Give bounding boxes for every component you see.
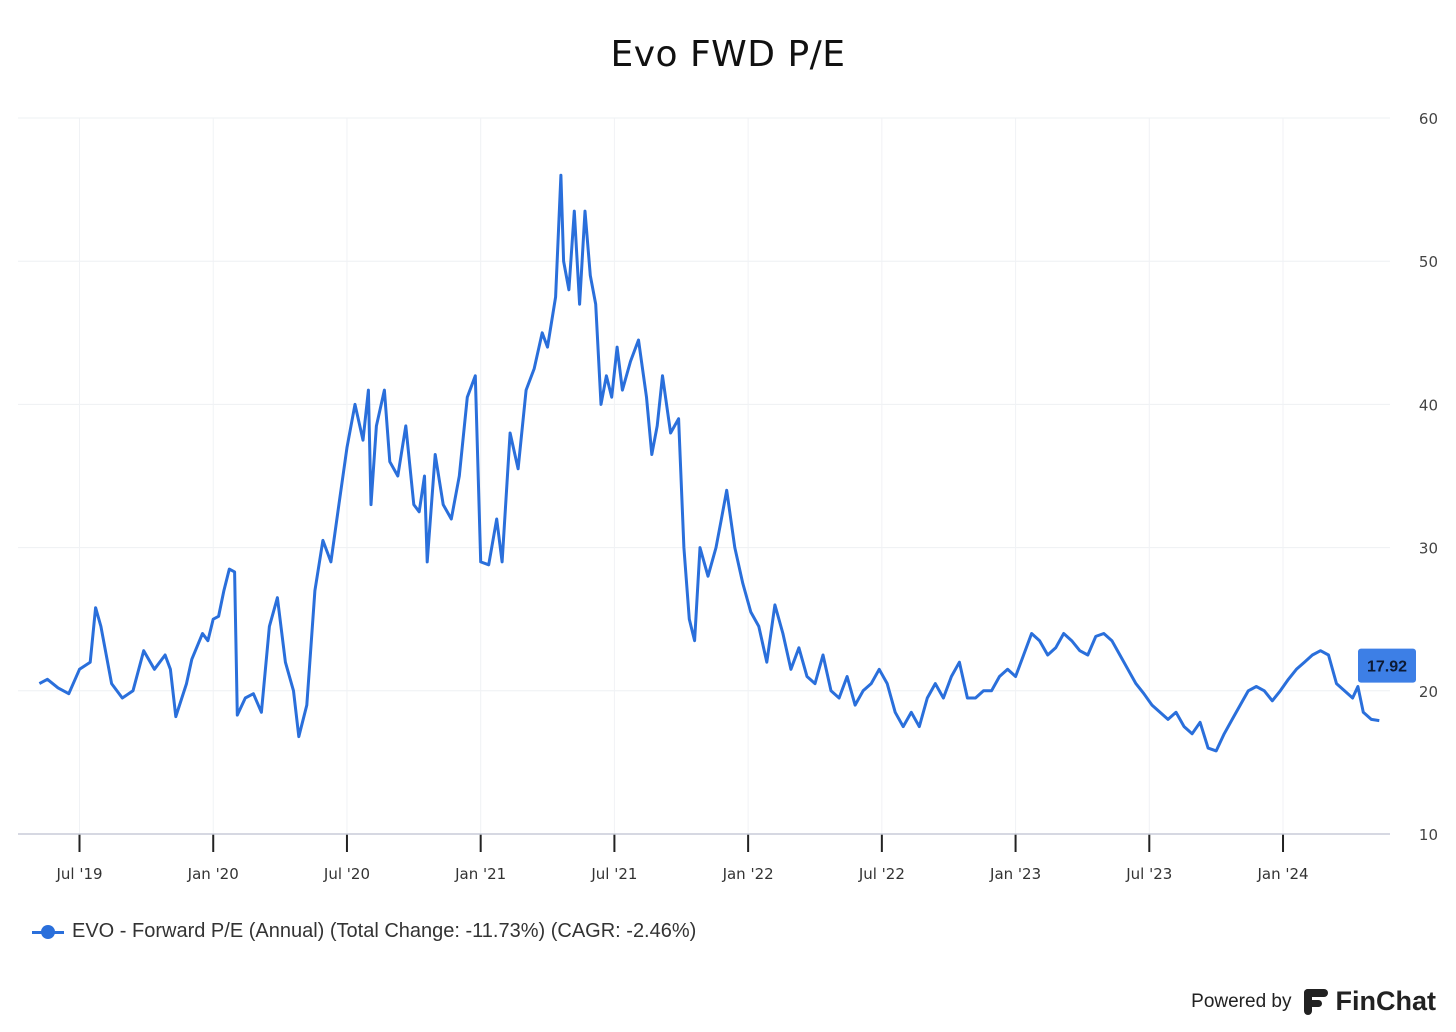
legend-dot (41, 924, 55, 939)
x-tick-label: Jan '20 (187, 865, 239, 883)
finchat-brand: FinChat (1335, 986, 1437, 1016)
x-tick-label: Jan '23 (989, 865, 1041, 883)
y-tick-label: 40 (1419, 396, 1438, 414)
x-tick-label: Jul '22 (858, 865, 905, 883)
x-tick-label: Jul '19 (55, 865, 102, 883)
powered-by-text: Powered by (1191, 990, 1292, 1012)
x-tick-label: Jan '22 (722, 865, 774, 883)
x-axis: Jul '19 Jan '20 Jul '20 Jan '21 Jul '21 Jan '… (18, 833, 1390, 883)
x-tick-label: Jan '21 (454, 865, 506, 883)
x-tick-label: Jul '23 (1125, 865, 1172, 883)
y-tick-label: 20 (1419, 683, 1438, 701)
chart-title: Evo FWD P/E (610, 34, 846, 75)
series-line[interactable] (38, 173, 1380, 753)
legend-label: EVO - Forward P/E (Annual) (Total Change… (72, 920, 697, 942)
last-value-label: 17.92 (1367, 659, 1407, 676)
y-tick-label: 50 (1419, 253, 1438, 271)
x-tick-label: Jan '24 (1256, 865, 1308, 883)
y-tick-label: 60 (1419, 110, 1438, 128)
powered-by[interactable]: Powered by FinChat (1191, 986, 1436, 1017)
chart-area: Jul '19 Jan '20 Jul '20 Jan '21 Jul '21 Jan '… (18, 110, 1438, 883)
y-tick-label: 10 (1419, 826, 1438, 844)
finchat-logo-icon (1303, 988, 1328, 1015)
series-group: 17.92 (38, 173, 1416, 753)
x-tick-label: Jul '20 (323, 865, 370, 883)
legend-item[interactable]: EVO - Forward P/E (Annual) (Total Change… (32, 920, 696, 943)
last-value-badge (1358, 648, 1416, 683)
x-tick-label: Jul '21 (590, 865, 637, 883)
y-axis: 10 20 30 40 50 60 (1419, 110, 1438, 844)
grid-lines (18, 117, 1390, 835)
legend-marker-icon (32, 924, 64, 939)
y-tick-label: 30 (1419, 540, 1438, 558)
